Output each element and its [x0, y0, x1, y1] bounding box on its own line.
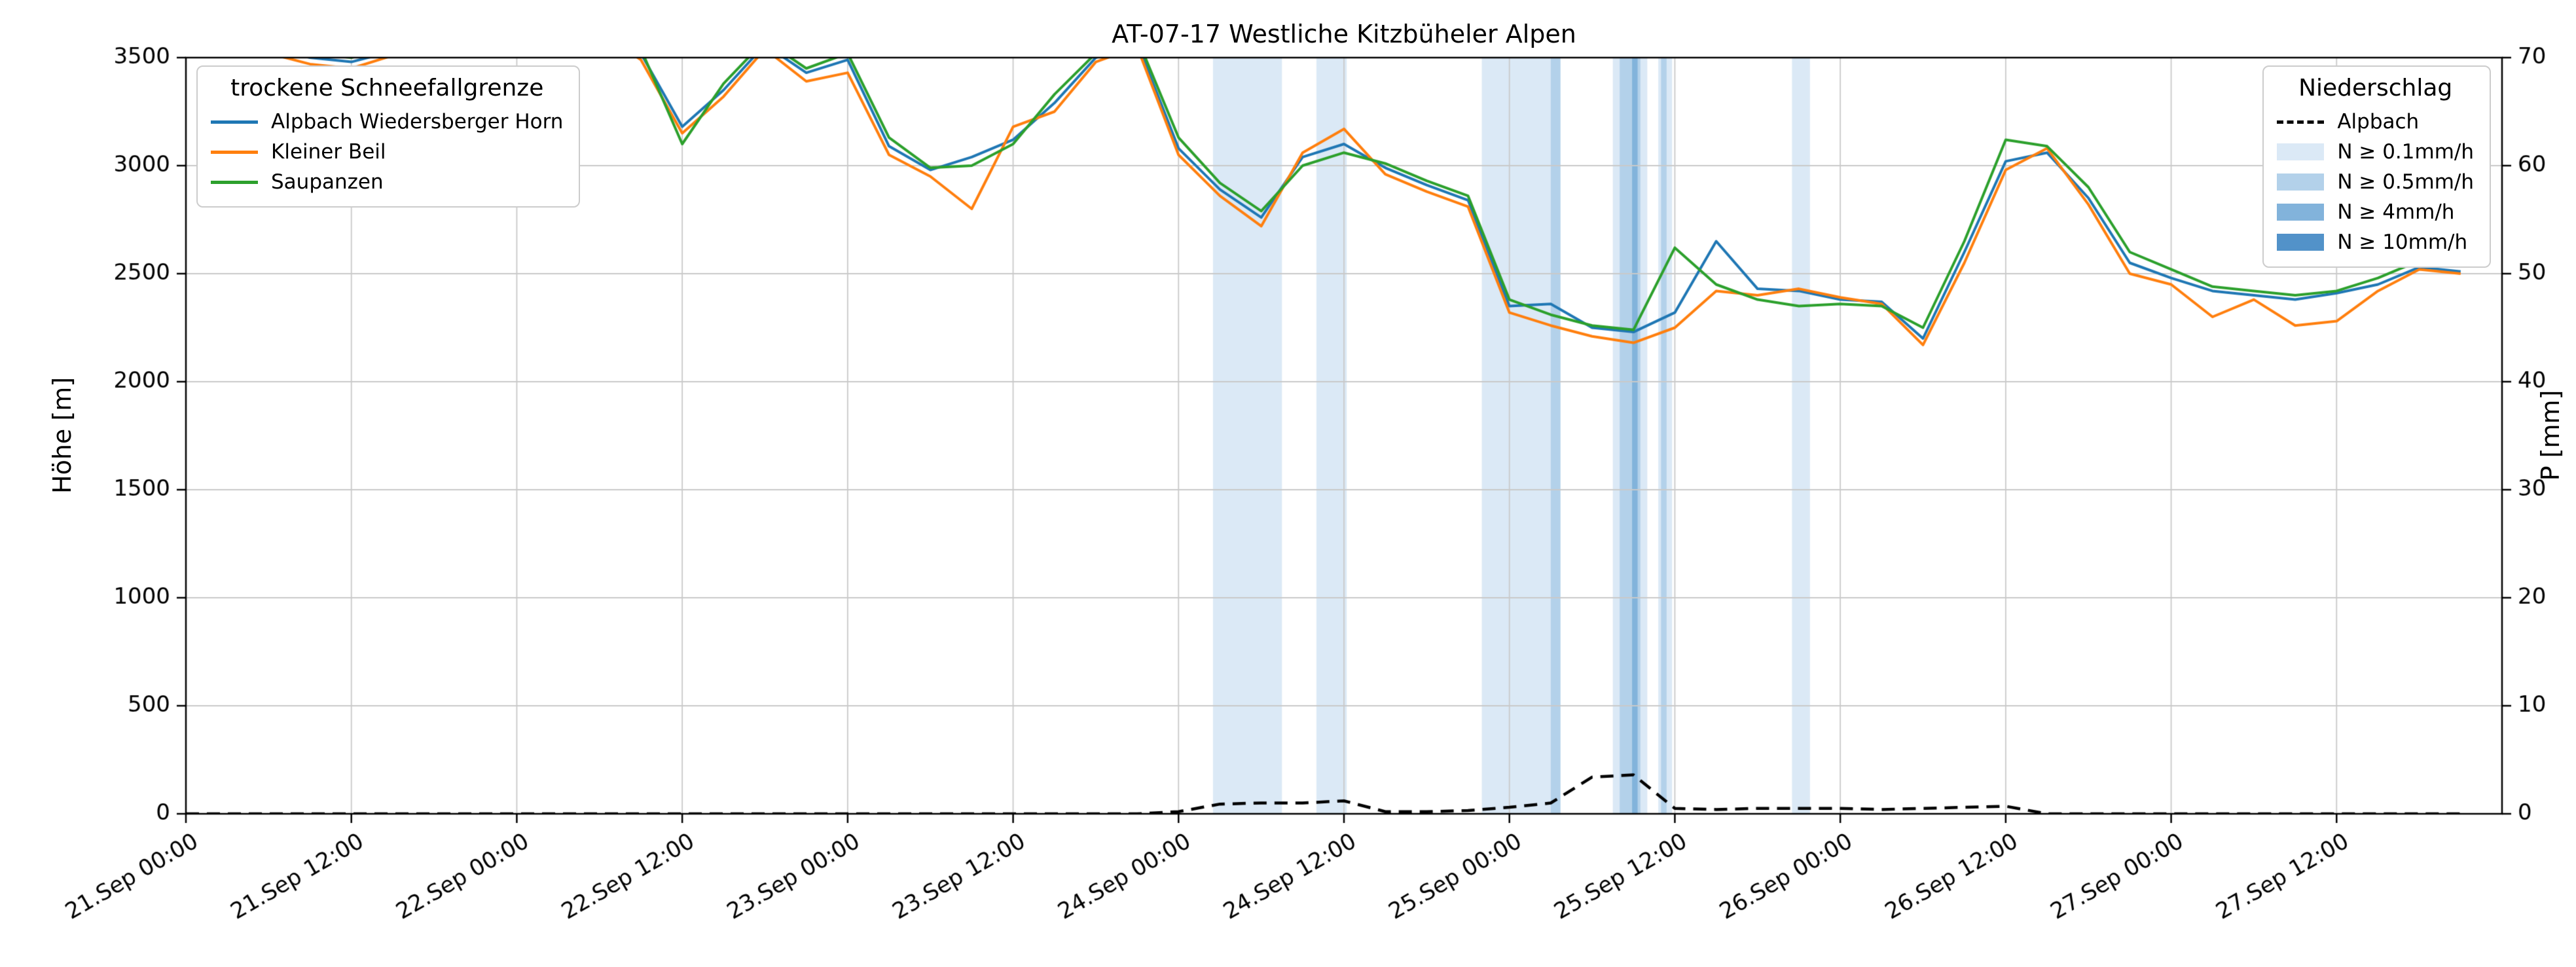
legend-item: Alpbach Wiedersberger Horn — [211, 107, 563, 137]
legend-item-label: N ≥ 0.5mm/h — [2337, 170, 2474, 194]
legend-item-label: Kleiner Beil — [271, 140, 386, 164]
legend-band-swatch — [2277, 143, 2325, 160]
legend-item: N ≥ 10mm/h — [2277, 227, 2474, 257]
legend-line-swatch — [211, 150, 258, 154]
legend-item: N ≥ 0.5mm/h — [2277, 167, 2474, 197]
legend-item-label: Saupanzen — [271, 170, 384, 194]
legend-precip: Niederschlag Alpbach N ≥ 0.1mm/h N ≥ 0.5mm… — [2262, 65, 2491, 268]
legend-band-swatch — [2277, 173, 2325, 191]
legend-item: N ≥ 4mm/h — [2277, 197, 2474, 227]
legend-dashed-line-swatch — [2277, 120, 2325, 124]
legend-precip-title: Niederschlag — [2298, 75, 2453, 101]
legend-item: Kleiner Beil — [211, 137, 563, 167]
legend-line-swatch — [211, 120, 258, 124]
legend-snowline-title: trockene Schneefallgrenze — [230, 75, 544, 101]
legend-item-label: Alpbach Wiedersberger Horn — [271, 110, 564, 134]
legend-item: N ≥ 0.1mm/h — [2277, 137, 2474, 167]
legend-band-swatch — [2277, 234, 2325, 251]
y-axis-label-left: Höhe [m] — [48, 376, 77, 494]
legend-item-label: Alpbach — [2337, 110, 2420, 134]
legend-item: Alpbach — [2277, 107, 2474, 137]
legend-snowline: trockene Schneefallgrenze Alpbach Wieder… — [196, 65, 581, 208]
legend-precip-items: Alpbach N ≥ 0.1mm/h N ≥ 0.5mm/h N ≥ 4mm/h N … — [2277, 107, 2474, 257]
legend-line-swatch — [211, 180, 258, 184]
legend-item-label: N ≥ 10mm/h — [2337, 230, 2468, 254]
legend-band-swatch — [2277, 204, 2325, 221]
legend-snowline-items: Alpbach Wiedersberger Horn Kleiner Beil Sa… — [211, 107, 563, 197]
chart-title: AT-07-17 Westliche Kitzbüheler Alpen — [1112, 20, 1576, 48]
legend-item: Saupanzen — [211, 167, 563, 197]
legend-item-label: N ≥ 4mm/h — [2337, 200, 2455, 224]
legend-item-label: N ≥ 0.1mm/h — [2337, 140, 2474, 164]
y-axis-label-right: P [mm] — [2536, 390, 2565, 481]
